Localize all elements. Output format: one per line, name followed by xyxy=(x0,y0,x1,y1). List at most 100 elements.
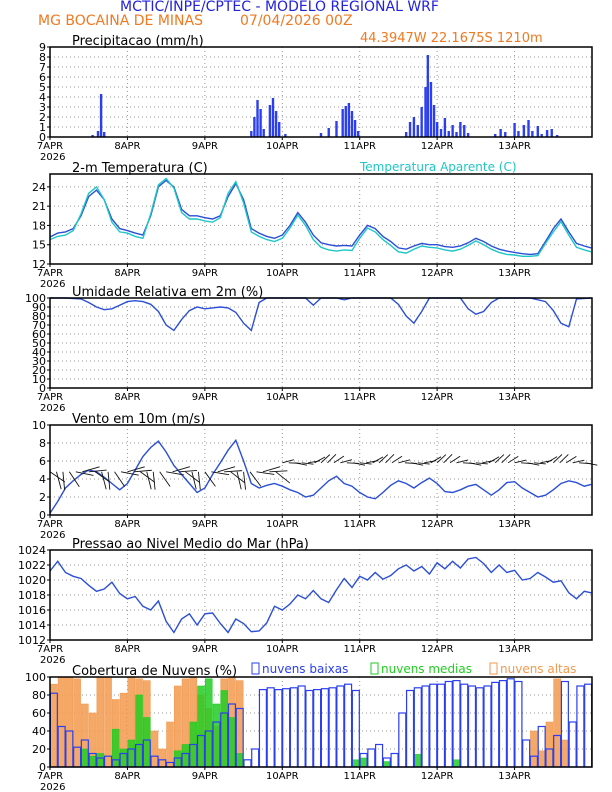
rh-ytick-label: 100 xyxy=(25,292,46,305)
wind-arrow xyxy=(456,459,469,464)
wind-arrow xyxy=(385,454,395,464)
rh-ytick-label: 20 xyxy=(32,364,46,377)
wind-arrow xyxy=(501,454,511,464)
cloud-bar-baixas xyxy=(444,680,453,768)
cloud-bar-baixas xyxy=(491,681,500,768)
cloud-bar-medias xyxy=(212,703,221,768)
pressure-ytick-label: 1014 xyxy=(18,619,46,632)
cloud-bar-altas xyxy=(73,678,81,768)
wind-arrow xyxy=(197,471,201,490)
cloud-bar-medias xyxy=(112,728,120,768)
temp-ytick-label: 21 xyxy=(32,200,46,213)
rh-ytick-label: 10 xyxy=(32,373,46,386)
pressure-xtick-label: 8APR xyxy=(114,644,140,655)
wind-arrow xyxy=(275,471,291,484)
cloud-bar-altas xyxy=(545,721,554,768)
rh-ytick-label: 70 xyxy=(32,319,46,332)
wind-xtick-label: 13APR xyxy=(498,519,531,530)
wind-arrow xyxy=(443,454,453,464)
cloud-bar-medias xyxy=(235,753,244,768)
cloud-bar-baixas xyxy=(243,759,252,768)
clouds-xtick-label: 12APR xyxy=(421,771,454,782)
wind-arrow xyxy=(552,454,563,464)
precip-bar xyxy=(284,134,287,137)
chart-header: MCTIC/INPE/CPTEC - MODELO REGIONAL WRF M… xyxy=(0,0,612,46)
wind-arrow xyxy=(417,462,430,465)
cloud-bar-baixas xyxy=(514,680,523,768)
precip-bar xyxy=(99,94,103,137)
wind-arrow xyxy=(546,456,558,464)
cloud-bar-baixas xyxy=(367,748,376,768)
cloud-bar-baixas xyxy=(344,683,353,768)
wind-arrow xyxy=(527,462,540,466)
rh-ytick-label: 30 xyxy=(32,355,46,368)
clouds-xtick-label: 8APR xyxy=(114,771,140,782)
wind-arrow xyxy=(211,471,230,476)
cloud-bar-baixas xyxy=(398,712,407,768)
cloud-bar-medias xyxy=(414,754,422,768)
wind-arrow xyxy=(56,471,62,490)
rh-xtick-label: 10APR xyxy=(266,392,299,403)
precip-bar xyxy=(463,125,466,137)
clouds-xtick-label: 7APR xyxy=(37,771,63,782)
wind-arrow xyxy=(236,471,242,490)
wind-arrow xyxy=(514,459,527,464)
wind-arrow xyxy=(559,454,569,464)
cloud-bar-medias xyxy=(96,753,105,768)
wind-arrow xyxy=(572,459,585,464)
pressure-ytick-label: 1022 xyxy=(18,559,46,572)
cloud-bar-medias xyxy=(228,717,236,768)
precip-bar xyxy=(268,105,272,137)
wind-arrow xyxy=(230,471,246,484)
precip-ytick-label: 3 xyxy=(39,101,46,114)
wind-xtick-label: 9APR xyxy=(192,519,218,530)
cloud-bar-baixas xyxy=(305,689,314,768)
wind-ytick-label: 6 xyxy=(39,455,46,468)
precip-bar xyxy=(424,87,427,137)
cloud-bar-baixas xyxy=(266,687,275,768)
precip-bar xyxy=(277,122,281,137)
run-date-label: 07/04/2026 00Z xyxy=(240,13,353,29)
rh-series-0 xyxy=(50,297,592,332)
cloud-legend-label: nuvens altas xyxy=(500,662,576,676)
precip-bar xyxy=(96,131,100,137)
wind-arrow xyxy=(494,454,505,464)
wind-arrow xyxy=(204,471,216,487)
precip-bar xyxy=(499,129,502,137)
temp-ytick-label: 18 xyxy=(32,219,46,232)
clouds-ytick-label: 20 xyxy=(32,743,46,756)
precip-bar xyxy=(416,125,419,137)
cloud-bar-medias xyxy=(173,750,182,768)
clouds-ytick-label: 40 xyxy=(32,725,46,738)
wind-xtick-label: 12APR xyxy=(421,519,454,530)
wind-arrow xyxy=(262,466,281,473)
cloud-bar-baixas xyxy=(576,685,585,768)
wind-arrow xyxy=(533,462,546,465)
rh-year-label: 2026 xyxy=(40,403,65,414)
precip-bar xyxy=(531,131,534,137)
pressure-ytick-label: 1020 xyxy=(18,574,46,587)
wind-arrow xyxy=(398,459,411,464)
wind-ytick-label: 0 xyxy=(39,509,46,522)
pressure-ytick-label: 1012 xyxy=(18,634,46,647)
temp-ytick-label: 24 xyxy=(32,181,46,194)
pressure-xtick-label: 10APR xyxy=(266,644,299,655)
wind-arrow xyxy=(75,471,94,476)
cloud-bar-altas xyxy=(50,683,58,768)
wind-arrow xyxy=(185,471,201,483)
temp-xtick-label: 8APR xyxy=(114,268,140,279)
wind-arrow xyxy=(68,471,80,488)
cloud-bar-medias xyxy=(143,717,151,768)
wind-arrow xyxy=(152,471,156,490)
cloud-bar-baixas xyxy=(351,689,360,768)
wind-xtick-label: 10APR xyxy=(266,519,299,530)
clouds-year-label: 2026 xyxy=(40,782,65,792)
rh-ytick-label: 90 xyxy=(32,301,46,314)
cloud-bar-medias xyxy=(181,744,190,768)
wind-arrow xyxy=(391,455,403,464)
precip-ytick-label: 2 xyxy=(39,111,46,124)
cloud-bar-baixas xyxy=(568,721,577,768)
wind-arrow xyxy=(88,469,107,473)
rh-xtick-label: 7APR xyxy=(37,392,63,403)
cloud-legend-swatch xyxy=(370,662,379,675)
